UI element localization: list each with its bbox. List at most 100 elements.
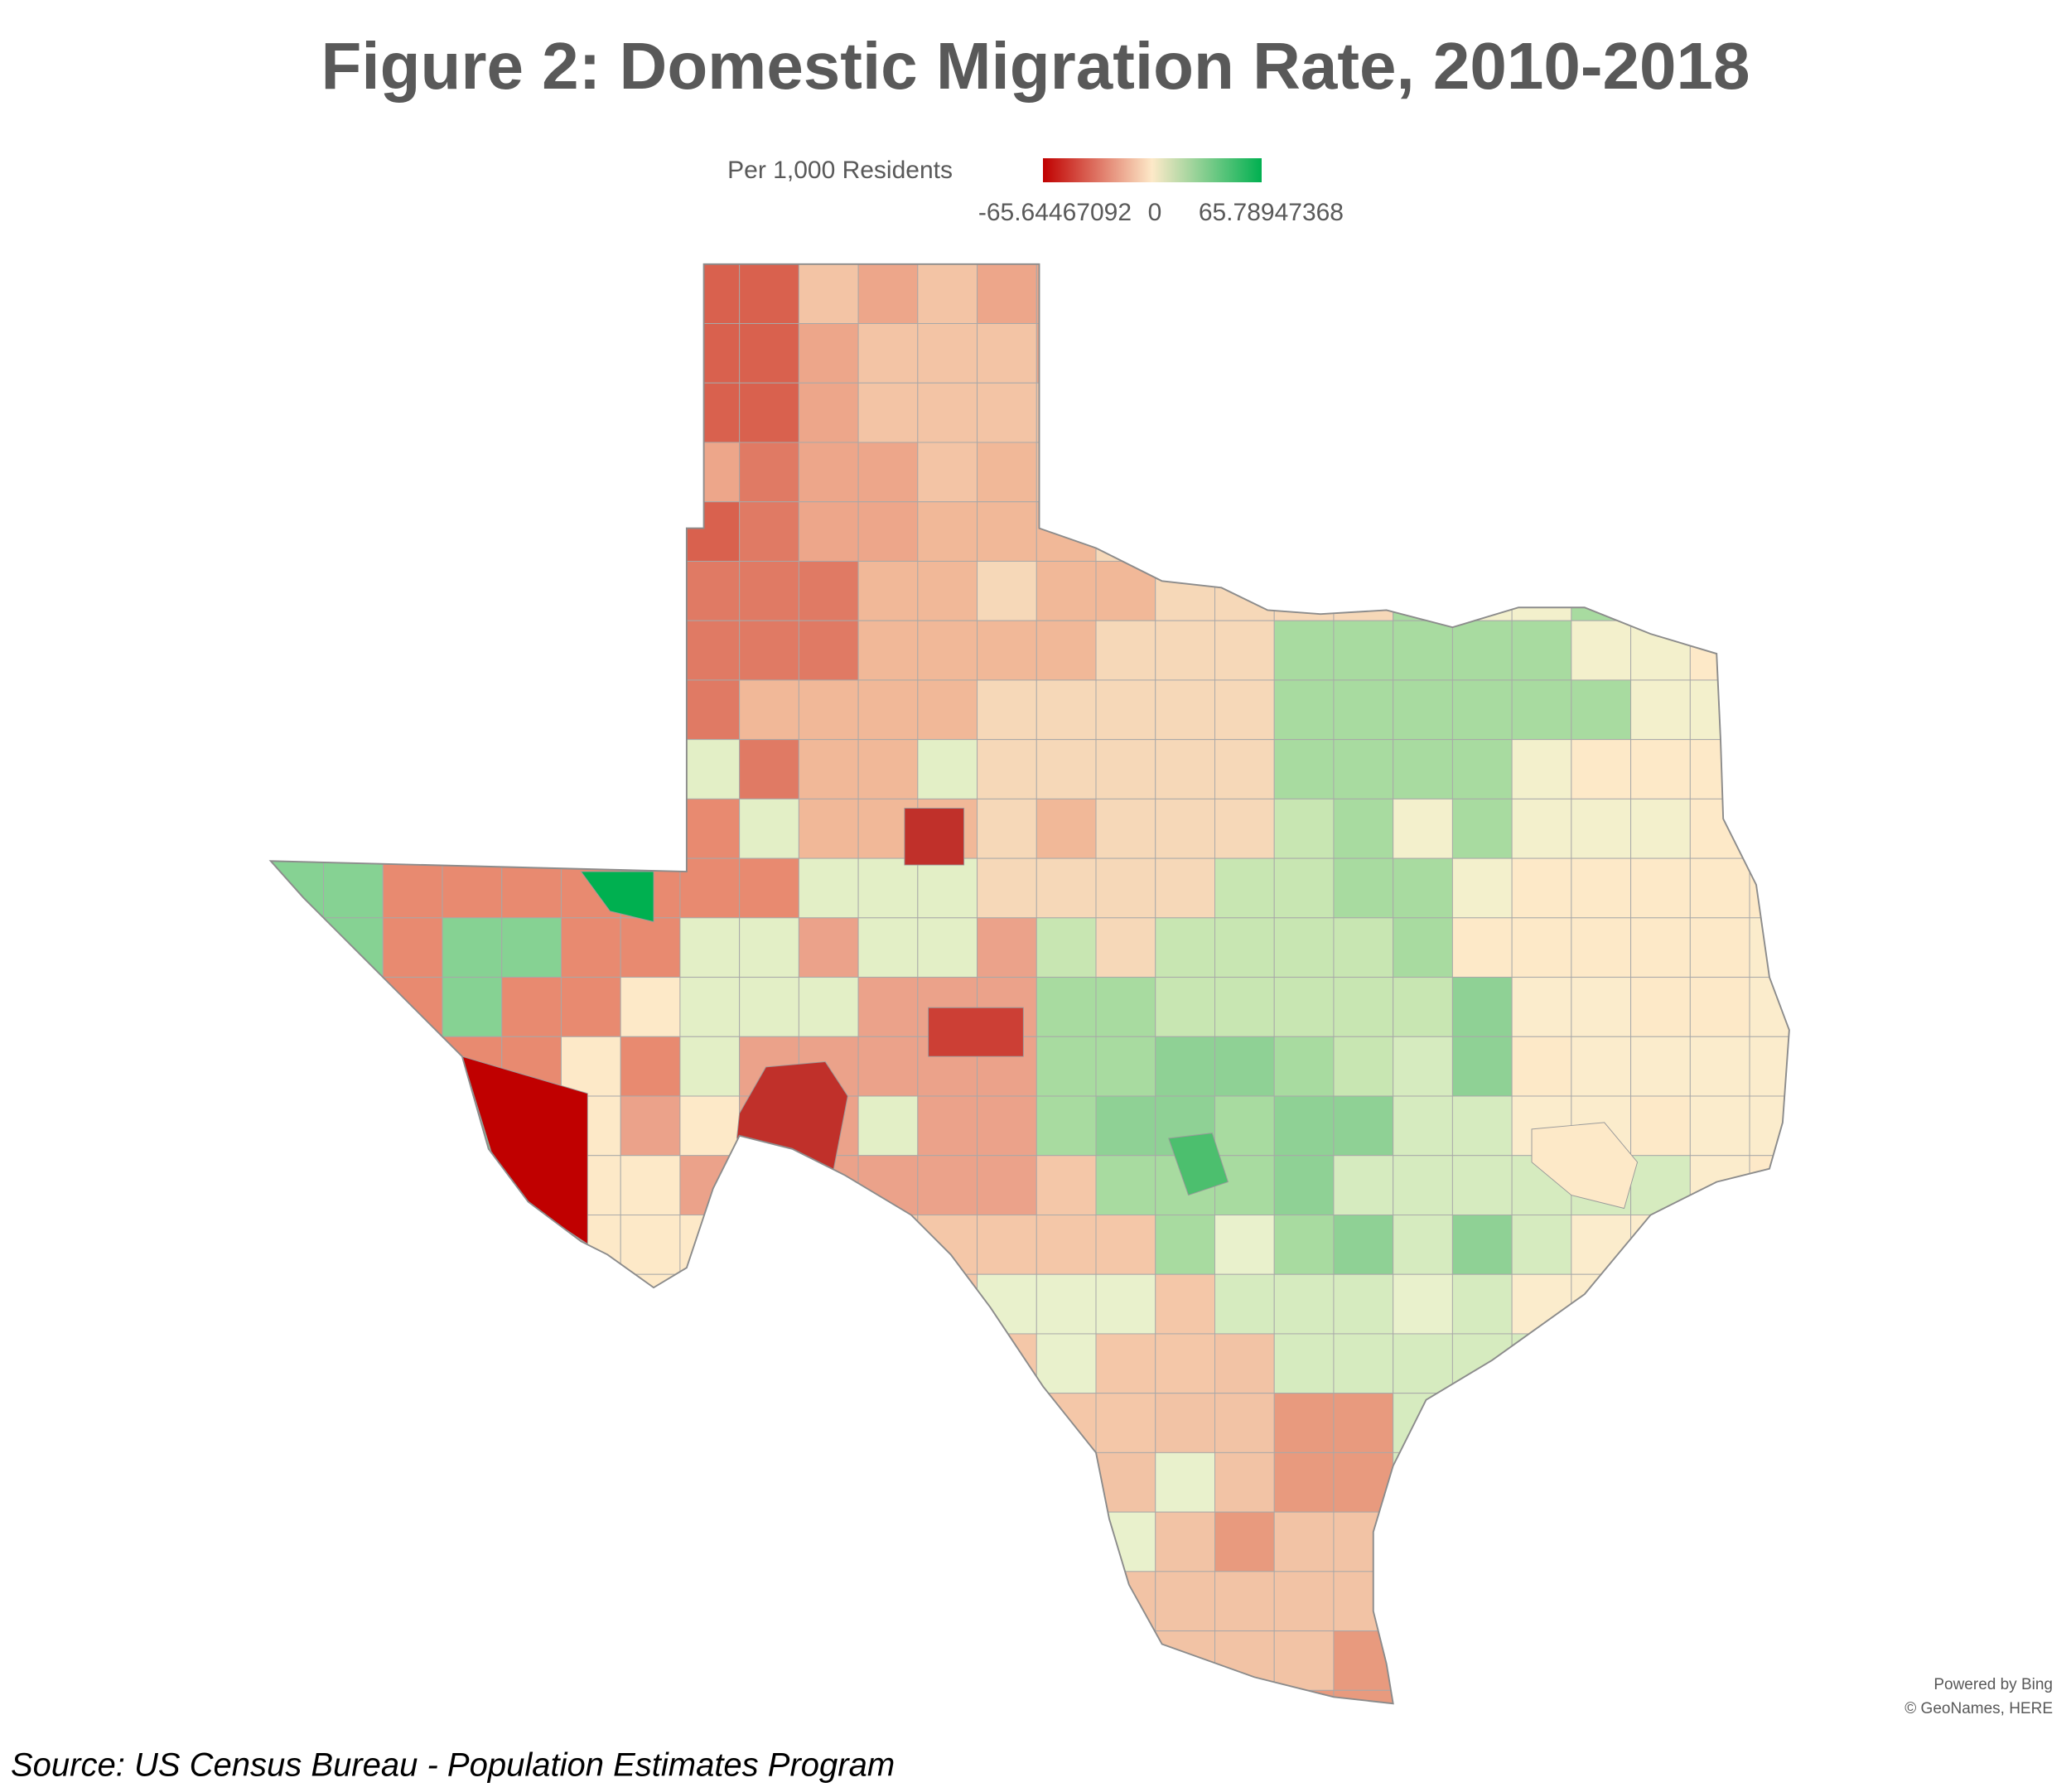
county — [1393, 1333, 1453, 1394]
county — [857, 739, 919, 799]
county — [442, 442, 503, 503]
county-highlights — [461, 808, 1639, 1245]
county — [1273, 1155, 1335, 1215]
county — [1630, 442, 1691, 503]
county — [1511, 1630, 1572, 1691]
county — [323, 798, 384, 859]
county — [501, 1451, 562, 1513]
county — [857, 977, 919, 1037]
county — [270, 1333, 325, 1394]
county — [679, 1571, 741, 1632]
county — [1393, 560, 1453, 621]
county — [1155, 560, 1215, 621]
county — [501, 382, 562, 443]
county — [442, 977, 503, 1037]
county — [323, 323, 384, 384]
county — [382, 1036, 443, 1097]
county — [1095, 1036, 1156, 1097]
county — [739, 560, 799, 621]
county — [679, 620, 741, 681]
county — [1333, 798, 1394, 859]
county — [1095, 442, 1156, 503]
county — [1036, 1511, 1097, 1572]
county — [798, 560, 859, 621]
county — [270, 1155, 325, 1215]
county — [1511, 442, 1572, 503]
county — [1333, 1215, 1394, 1275]
county — [917, 263, 978, 325]
county — [1214, 382, 1275, 443]
counties — [270, 263, 1789, 1704]
county — [323, 501, 384, 562]
county — [442, 917, 503, 978]
county — [917, 857, 978, 919]
county — [1036, 739, 1097, 799]
county — [1749, 1630, 1789, 1691]
county — [382, 1333, 443, 1394]
county — [739, 1155, 799, 1215]
county — [1511, 620, 1572, 681]
county — [1451, 1630, 1513, 1691]
county — [620, 501, 681, 562]
county — [739, 501, 799, 562]
county — [382, 1630, 443, 1691]
county — [1036, 620, 1097, 681]
county — [739, 620, 799, 681]
county — [560, 977, 621, 1037]
county — [679, 442, 741, 503]
county — [977, 1155, 1037, 1215]
county — [1333, 1036, 1394, 1097]
county — [1689, 1393, 1750, 1453]
county — [1511, 917, 1572, 978]
county — [501, 501, 562, 562]
county — [1095, 1273, 1156, 1335]
county — [620, 1215, 681, 1275]
county — [270, 1273, 325, 1335]
county — [857, 1215, 919, 1275]
county — [917, 679, 978, 741]
county — [560, 1333, 621, 1394]
county — [382, 1689, 443, 1704]
texas-map — [268, 263, 1790, 1705]
county — [1749, 917, 1789, 978]
county — [857, 1511, 919, 1572]
county — [560, 917, 621, 978]
county — [857, 1689, 919, 1704]
county — [1689, 739, 1750, 799]
county — [1571, 1333, 1632, 1394]
county — [323, 1393, 384, 1453]
county — [323, 1036, 384, 1097]
county — [1749, 1511, 1789, 1572]
county — [1749, 382, 1789, 443]
county — [857, 560, 919, 621]
county — [1036, 442, 1097, 503]
county — [857, 917, 919, 978]
county — [1333, 323, 1394, 384]
county — [739, 857, 799, 919]
county — [1630, 1630, 1691, 1691]
county — [442, 560, 503, 621]
county — [560, 1630, 621, 1691]
county — [798, 1215, 859, 1275]
county — [1333, 917, 1394, 978]
county — [1451, 442, 1513, 503]
county — [442, 1511, 503, 1572]
county — [739, 1215, 799, 1275]
county — [1273, 798, 1335, 859]
county — [323, 1689, 384, 1704]
county — [382, 1215, 443, 1275]
county — [1036, 1155, 1097, 1215]
county — [977, 263, 1037, 325]
county — [679, 1215, 741, 1275]
county — [977, 857, 1037, 919]
county — [1689, 1333, 1750, 1394]
county — [382, 501, 443, 562]
county — [1630, 1511, 1691, 1572]
county — [857, 1095, 919, 1157]
county — [560, 1689, 621, 1704]
county — [857, 382, 919, 443]
county — [1214, 620, 1275, 681]
county — [1571, 917, 1632, 978]
county — [977, 917, 1037, 978]
county — [917, 1333, 978, 1394]
